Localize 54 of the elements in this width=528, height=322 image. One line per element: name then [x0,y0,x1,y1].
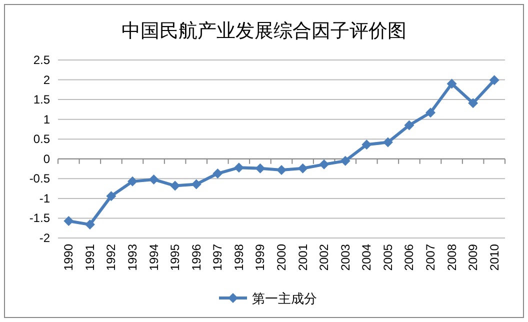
point [319,159,330,170]
point [446,78,457,89]
x-tick-label: 1993 [126,244,140,271]
x-tick-label: 1994 [146,244,161,271]
x-tick-label: 1995 [168,244,182,271]
point [362,140,372,150]
x-tick-label: 1999 [253,244,268,271]
x-tick-label: 2007 [424,244,438,271]
point [426,108,436,118]
x-tick-label: 2006 [402,244,416,271]
point [84,220,95,230]
point [298,163,308,174]
y-tick-label: -0.5 [29,172,50,186]
x-tick-label: 2001 [296,244,310,271]
point [170,180,180,191]
x-tick-label: 1991 [82,244,97,271]
x-tick-label: 1998 [232,244,246,271]
y-tick-label: 2.5 [33,53,50,67]
x-tick-label: 1997 [210,244,225,271]
x-tick-label: 2009 [466,244,480,271]
x-tick-label: 2010 [487,244,502,271]
point [212,168,223,179]
point [106,191,116,202]
point [255,163,266,174]
point [128,176,138,186]
y-tick-label: 1.5 [33,92,50,107]
point [382,137,393,148]
legend-label: 第一主成分 [252,291,317,306]
point [276,164,286,175]
x-tick-label: 1992 [104,244,118,271]
x-tick-label: 2005 [380,244,395,271]
x-tick-label: 2000 [274,244,288,271]
y-tick-label: 0 [43,152,50,166]
point [468,98,478,108]
point [234,162,244,173]
point [404,120,414,130]
y-tick-label: -1.5 [29,211,50,226]
y-tick-label: 2 [43,72,50,87]
point [191,179,202,190]
y-tick-label: -2 [39,231,50,245]
x-tick-label: 2008 [444,244,459,271]
x-tick-label: 2004 [360,244,374,271]
y-tick-label: 1 [43,112,50,126]
x-tick-label: 1990 [62,244,76,271]
point [489,75,500,86]
point [64,216,74,226]
y-tick-label: -1 [39,191,50,206]
x-tick-label: 1996 [189,244,204,271]
y-tick-label: 0.5 [33,132,50,146]
x-tick-label: 2003 [338,244,352,271]
point [340,156,350,166]
point [148,174,159,184]
x-tick-label: 2002 [317,244,332,271]
chart-title: 中国民航产业发展综合因子评价图 [122,20,406,42]
